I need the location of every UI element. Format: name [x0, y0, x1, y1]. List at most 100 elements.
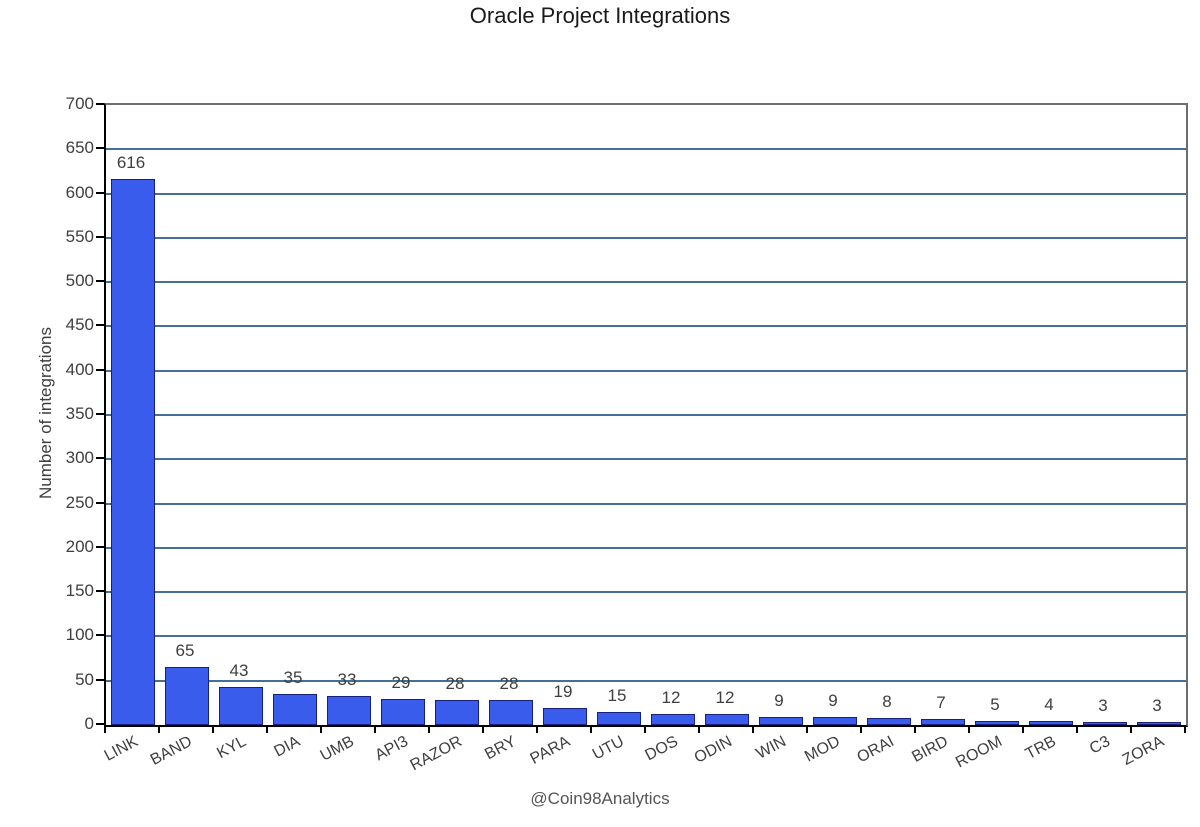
- y-axis-tick: [96, 501, 104, 504]
- bar-razor: [435, 700, 479, 725]
- x-axis-tick: [374, 725, 376, 733]
- bar-value-label: 65: [175, 641, 195, 660]
- bar-dia: [273, 694, 317, 725]
- bar-value-label: 8: [882, 692, 892, 711]
- chart-title: Oracle Project Integrations: [469, 3, 731, 28]
- y-axis-tick: [96, 147, 104, 150]
- bar-dos: [651, 714, 695, 725]
- bar-value-label: 3: [1152, 696, 1162, 715]
- gridline: [106, 546, 1186, 549]
- y-axis-tick-label: 400: [65, 359, 94, 379]
- bar-umb: [327, 696, 371, 725]
- y-axis-tick: [96, 103, 104, 105]
- gridline: [106, 192, 1186, 195]
- bar-utu: [597, 712, 641, 725]
- y-axis-tick-label: 150: [65, 581, 94, 601]
- bar-value-label: 15: [607, 686, 627, 705]
- y-axis-tick-label: 250: [65, 492, 94, 512]
- bar-value-label: 28: [445, 674, 465, 693]
- y-axis-tick-label: 200: [65, 536, 94, 556]
- bar-link: [111, 179, 155, 725]
- bar-value-label: 33: [337, 670, 357, 689]
- y-axis-tick: [96, 413, 104, 415]
- bar-value-label: 12: [715, 688, 735, 707]
- y-axis-tick: [96, 368, 104, 371]
- bar-room: [975, 721, 1019, 725]
- gridline: [106, 502, 1186, 505]
- y-axis-tick: [96, 678, 104, 681]
- x-axis-tick: [644, 725, 646, 733]
- gridline: [106, 458, 1186, 461]
- gridline: [106, 679, 1186, 682]
- bar-value-label: 12: [661, 688, 681, 707]
- bar-win: [759, 717, 803, 725]
- bar-value-label: 3: [1098, 696, 1108, 715]
- y-axis-tick: [96, 590, 104, 593]
- y-axis-tick: [96, 235, 104, 238]
- bar-value-label: 43: [229, 661, 249, 680]
- x-axis-tick: [428, 725, 430, 733]
- y-axis-tick: [96, 634, 104, 637]
- x-axis-tick: [482, 725, 484, 733]
- gridline: [106, 148, 1186, 151]
- y-axis-tick: [96, 457, 104, 460]
- y-axis-tick-label: 350: [65, 404, 94, 423]
- bar-odin: [705, 714, 749, 725]
- gridline: [106, 635, 1186, 638]
- x-axis-tick: [266, 725, 268, 733]
- x-axis-tick: [968, 725, 970, 733]
- y-axis-tick-label: 500: [65, 271, 94, 291]
- watermark: @Coin98Analytics: [530, 789, 670, 808]
- x-axis-tick: [698, 725, 700, 733]
- bar-orai: [867, 718, 911, 725]
- x-axis-tick: [806, 725, 808, 733]
- bar-value-label: 19: [553, 682, 573, 701]
- y-axis-tick-label: 450: [65, 315, 94, 335]
- bar-para: [543, 708, 587, 725]
- y-axis-tick: [96, 191, 104, 194]
- x-axis-tick: [1130, 725, 1132, 733]
- y-axis-tick: [96, 545, 104, 548]
- x-axis-tick: [860, 725, 862, 733]
- x-axis-tick: [914, 725, 916, 733]
- bar-bird: [921, 719, 965, 725]
- x-axis-tick: [590, 725, 592, 733]
- y-axis-tick-label: 300: [65, 448, 94, 468]
- x-axis-tick: [158, 725, 160, 733]
- gridline: [106, 281, 1186, 284]
- bar-value-label: 7: [936, 693, 946, 712]
- bar-mod: [813, 717, 857, 725]
- y-axis-tick: [96, 280, 104, 283]
- x-axis-tick: [752, 725, 754, 733]
- bar-value-label: 9: [774, 691, 784, 710]
- x-axis-tick: [320, 725, 322, 733]
- gridline: [106, 591, 1186, 594]
- y-axis-tick-label: 600: [65, 182, 94, 202]
- bar-value-label: 9: [828, 691, 838, 710]
- gridline: [106, 325, 1186, 328]
- bar-value-label: 4: [1044, 695, 1054, 714]
- x-axis-tick: [212, 725, 214, 733]
- y-axis-tick-label: 650: [65, 138, 94, 158]
- y-axis-tick-label: 50: [75, 669, 94, 689]
- bar-value-label: 35: [283, 668, 303, 687]
- gridline: [106, 369, 1186, 372]
- x-axis-tick: [536, 725, 538, 733]
- gridline: [106, 414, 1186, 416]
- y-axis-tick-label: 700: [65, 94, 94, 113]
- bar-api3: [381, 699, 425, 725]
- x-axis-tick: [1076, 725, 1078, 733]
- x-axis-tick: [1184, 725, 1186, 733]
- bar-kyl: [219, 687, 263, 725]
- bar-value-label: 29: [391, 673, 411, 692]
- y-axis-tick-label: 0: [84, 714, 94, 733]
- plot-area: [104, 103, 1188, 727]
- bar-value-label: 616: [116, 153, 146, 172]
- bar-trb: [1029, 721, 1073, 725]
- bar-value-label: 28: [499, 674, 519, 693]
- y-axis-tick-label: 100: [65, 625, 94, 645]
- y-axis-tick-label: 550: [65, 226, 94, 246]
- x-axis-tick: [104, 725, 106, 733]
- bar-band: [165, 667, 209, 725]
